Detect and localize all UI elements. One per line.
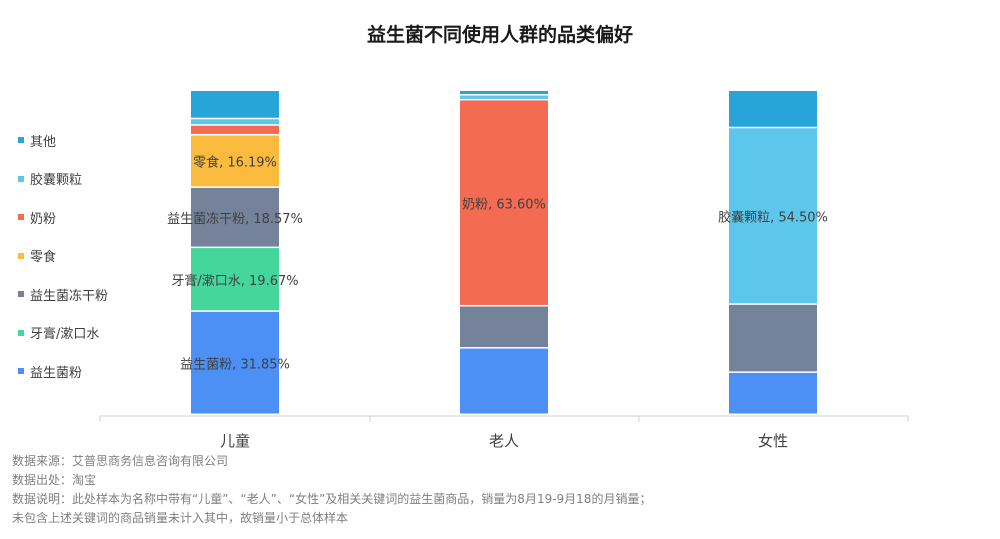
legend-swatch — [18, 291, 24, 297]
bar-segment-6-category-3 — [729, 128, 817, 304]
chart-title: 益生菌不同使用人群的品类偏好 — [366, 24, 633, 46]
legend-item-7: 益生菌粉 — [18, 361, 82, 381]
legend-label: 奶粉 — [30, 211, 57, 227]
data-label-2: 牙膏/漱口水, 19.67% — [171, 273, 298, 289]
legend-label: 益生菌粉 — [30, 365, 83, 381]
data-label-3: 益生菌冻干粉, 18.57% — [167, 211, 303, 227]
bar-segment-7-category-3 — [729, 91, 817, 127]
bar-segment-7-category-2 — [460, 91, 548, 95]
legend-item-4: 零食 — [18, 246, 56, 266]
data-origin-note: 数据出处：淘宝 — [12, 473, 97, 487]
bar-segment-6-category-2 — [460, 95, 548, 99]
bar-segment-2-category-1 — [191, 248, 279, 311]
legend-swatch — [18, 252, 24, 259]
data-label-1: 益生菌粉, 31.85% — [180, 357, 290, 372]
x-tick-label-2: 老人 — [489, 432, 519, 450]
legend-item-6: 牙膏/漱口水 — [18, 323, 99, 343]
legend-label: 胶囊颗粒 — [30, 173, 83, 188]
bar-segment-5-category-2 — [460, 100, 548, 305]
bar-segment-5-category-1 — [191, 125, 279, 134]
legend-swatch — [18, 137, 24, 143]
legend-swatch — [18, 368, 24, 374]
bar-segment-6-category-1 — [191, 119, 279, 125]
bar-segment-1-category-2 — [460, 348, 548, 414]
legend-label: 益生菌冻干粉 — [30, 288, 109, 304]
bar-segment-1-category-3 — [729, 372, 817, 414]
bar-segment-3-category-1 — [191, 187, 279, 247]
legend-item-5: 益生菌冻干粉 — [18, 284, 108, 304]
data-source-note: 数据来源：艾普思商务信息咨询有限公司 — [12, 454, 229, 468]
data-description-note: 数据说明：此处样本为名称中带有“儿童”、“老人”、“女性”及相关关键词的益生菌商… — [12, 492, 652, 506]
legend-swatch — [18, 329, 24, 336]
bar-segment-4-category-1 — [191, 135, 279, 187]
bar-segment-3-category-3 — [729, 304, 817, 372]
bar-segment-7-category-1 — [191, 91, 279, 118]
legend-item-1: 其他 — [18, 130, 56, 150]
chart-footer: 数据来源：艾普思商务信息咨询有限公司 数据出处：淘宝 数据说明：此处样本为名称中… — [12, 452, 651, 528]
data-label-5: 奶粉, 63.60% — [462, 197, 546, 212]
data-label-6: 胶囊颗粒, 54.50% — [718, 210, 828, 226]
legend-label: 其他 — [30, 134, 57, 150]
data-label-4: 零食, 16.19% — [193, 155, 277, 171]
legend-label: 零食 — [30, 250, 57, 265]
x-tick-label-1: 儿童 — [220, 432, 250, 450]
legend-swatch — [18, 175, 24, 182]
x-tick-label-3: 女性 — [758, 432, 788, 450]
legend-item-3: 奶粉 — [18, 207, 56, 227]
data-description-note-2: 未包含上述关键词的商品销量未计入其中，故销量小于总体样本 — [12, 511, 349, 525]
legend-item-2: 胶囊颗粒 — [18, 169, 82, 189]
legend-swatch — [18, 214, 24, 220]
legend-label: 牙膏/漱口水 — [30, 327, 100, 342]
bar-segment-1-category-1 — [191, 311, 279, 414]
bar-segment-3-category-2 — [460, 306, 548, 348]
